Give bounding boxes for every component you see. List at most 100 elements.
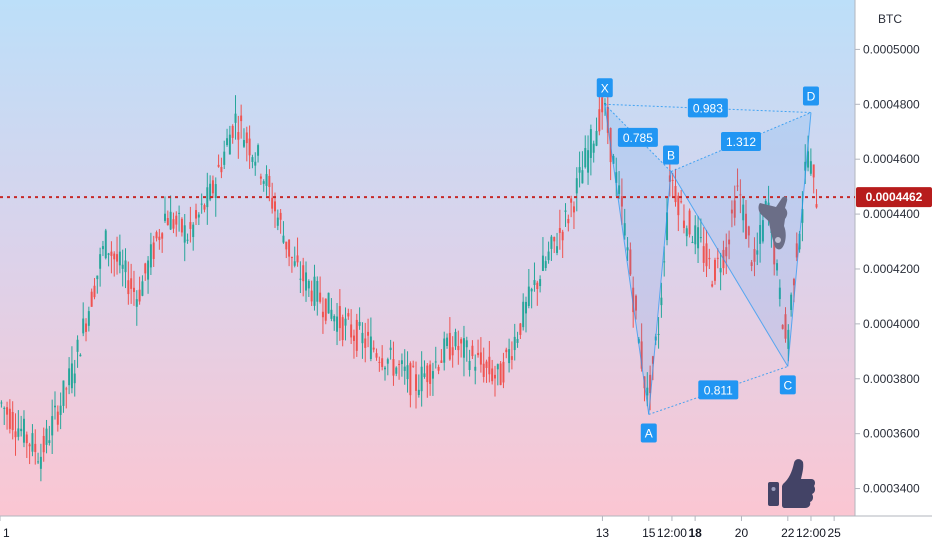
- candle-body: [209, 183, 212, 200]
- candle-body: [8, 408, 11, 429]
- candle-body: [482, 363, 485, 377]
- candle-body: [603, 103, 606, 105]
- candle-body: [68, 368, 71, 386]
- candle-body: [344, 318, 347, 326]
- candle-body: [742, 204, 745, 221]
- y-tick-label: 0.0004600: [863, 152, 920, 166]
- candle-body: [697, 227, 700, 249]
- candle-body: [214, 184, 217, 199]
- candle-body: [299, 278, 302, 280]
- candle-body: [674, 186, 677, 203]
- candle-body: [211, 180, 214, 194]
- candle-body: [127, 280, 130, 295]
- candle-body: [135, 299, 138, 307]
- candle-body: [623, 223, 626, 236]
- candle-body: [203, 205, 206, 210]
- candle-body: [457, 345, 460, 351]
- ratio-label-box: [721, 132, 761, 152]
- candle-body: [350, 324, 353, 338]
- candle-body: [809, 161, 812, 174]
- candle-body: [313, 276, 316, 306]
- price-scale-background: [855, 0, 932, 516]
- candle-body: [352, 335, 355, 341]
- candle-body: [440, 360, 443, 363]
- ratio-label: 0.811: [704, 383, 733, 397]
- candle-body: [138, 289, 141, 302]
- current-price-tag: 0.0004462: [856, 187, 932, 208]
- candle-body: [231, 125, 234, 138]
- candle-body: [152, 242, 155, 259]
- candle-body: [333, 316, 336, 322]
- candle-body: [491, 368, 494, 382]
- y-tick-label: 0.0004800: [863, 97, 920, 111]
- candle-body: [164, 213, 166, 221]
- candle-body: [728, 239, 731, 245]
- candle-body: [564, 210, 567, 212]
- candle-body: [776, 263, 779, 271]
- pattern-leg-ab: [648, 171, 672, 415]
- point-label-d: D: [807, 90, 816, 104]
- candle-body: [660, 297, 663, 306]
- candle-body: [553, 237, 556, 242]
- candle-body: [451, 347, 454, 356]
- candle-body: [183, 225, 186, 243]
- candle-body: [587, 150, 590, 173]
- harmonic-pattern[interactable]: 0.785 0.983 1.312 0.811 X A B C D: [596, 78, 819, 443]
- candle-body: [685, 228, 688, 237]
- candle-body: [519, 323, 522, 335]
- candle-body: [502, 361, 505, 383]
- candle-body: [381, 358, 384, 367]
- candle-body: [302, 265, 305, 282]
- candle-body: [733, 200, 736, 218]
- candle-body: [792, 278, 795, 286]
- x-tick-label: 18: [688, 526, 702, 540]
- ratio-label-box: [687, 98, 728, 118]
- candle-body: [400, 360, 403, 365]
- candle-body: [31, 433, 34, 452]
- candle-body: [412, 365, 415, 367]
- candle-body: [778, 287, 781, 300]
- candle-body: [361, 332, 364, 344]
- candle-body: [330, 309, 333, 319]
- candle-body: [180, 218, 183, 233]
- candle-body: [364, 338, 367, 348]
- candle-body: [392, 359, 395, 376]
- price-axis[interactable]: 0.0003400 0.0003600 0.0003800 0.0004000 0.00…: [855, 42, 920, 496]
- candle-body: [612, 155, 615, 164]
- ratio-line: [670, 112, 812, 173]
- candle-body: [11, 412, 14, 431]
- candle-body: [338, 306, 341, 329]
- candle-body: [530, 288, 533, 292]
- candle-body: [282, 235, 285, 243]
- time-axis[interactable]: 1 13 15 12:00 18 20 22 12:00 25: [0, 516, 841, 540]
- x-tick-label: 20: [735, 526, 749, 540]
- ratio-label-box: [617, 127, 658, 147]
- candle-body: [801, 209, 804, 223]
- candle-body: [321, 311, 324, 318]
- candle-body: [144, 263, 147, 274]
- candle-body: [223, 151, 226, 165]
- candle-body: [592, 143, 595, 153]
- point-label-box: [640, 423, 657, 443]
- candle-body: [759, 225, 762, 244]
- candle-body: [680, 201, 683, 203]
- candle-body: [186, 239, 189, 241]
- candle-body: [166, 218, 169, 226]
- pattern-leg-bc: [670, 171, 789, 367]
- candle-body: [245, 132, 248, 144]
- candle-body: [705, 243, 708, 267]
- candle-body: [403, 366, 406, 371]
- candle-body: [22, 418, 25, 443]
- candle-body: [620, 196, 623, 207]
- candle-body: [539, 279, 542, 287]
- candle-body: [666, 212, 669, 241]
- candle-body: [288, 239, 291, 257]
- candle-body: [296, 255, 299, 263]
- y-tick-label: 0.0003600: [863, 427, 920, 441]
- candle-body: [228, 134, 231, 155]
- candle-body: [485, 361, 488, 368]
- candle-body: [336, 316, 339, 332]
- x-tick-label: 22: [781, 526, 795, 540]
- candle-body: [682, 220, 685, 229]
